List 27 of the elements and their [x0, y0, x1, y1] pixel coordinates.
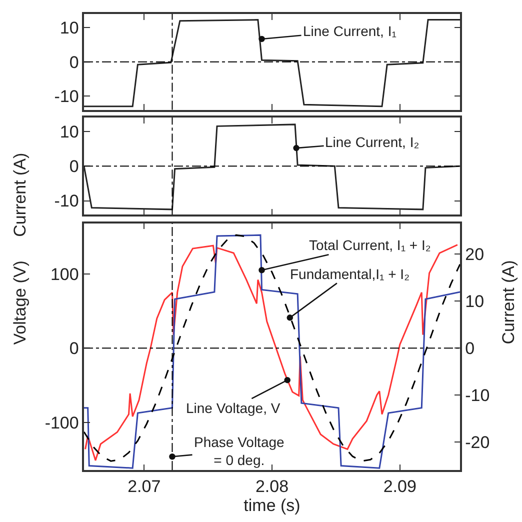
annotation: Total Current, I₁ + I₂ [309, 237, 431, 253]
y-tick-label: 0 [69, 339, 79, 358]
y-tick-label: -100 [44, 413, 79, 432]
y2-tick-label: -20 [465, 433, 490, 452]
annotation: Line Voltage, V [186, 400, 281, 416]
y2-tick-label: 0 [465, 339, 475, 358]
x-tick-label: 2.09 [383, 477, 416, 496]
y-tick-label: 100 [50, 264, 79, 284]
annotation: Line Current, I₂ [325, 134, 420, 150]
x-tick-label: 2.08 [255, 477, 289, 496]
annotation: Phase Voltage = 0 deg. [194, 434, 285, 468]
y-axis-title: Voltage (V) [10, 260, 30, 345]
y-tick-label: 0 [69, 52, 79, 72]
y-axis-title: Current (A) [10, 152, 30, 237]
annotation: Line Current, I₁ [303, 23, 397, 39]
x-tick-label: 2.07 [128, 477, 161, 496]
y2-tick-label: 20 [465, 244, 484, 264]
annotation: Fundamental,I₁ + I₂ [290, 266, 410, 282]
y2-tick-label: 10 [465, 292, 484, 311]
y-tick-label: 10 [60, 18, 79, 38]
y-tick-label: -10 [54, 192, 79, 211]
x-axis-title: time (s) [244, 496, 300, 516]
y-tick-label: -10 [54, 87, 79, 106]
y-tick-label: 0 [69, 157, 79, 176]
y2-axis-title: Current (A) [499, 260, 518, 344]
y2-tick-label: -10 [465, 386, 490, 406]
y-tick-label: 10 [60, 122, 79, 142]
